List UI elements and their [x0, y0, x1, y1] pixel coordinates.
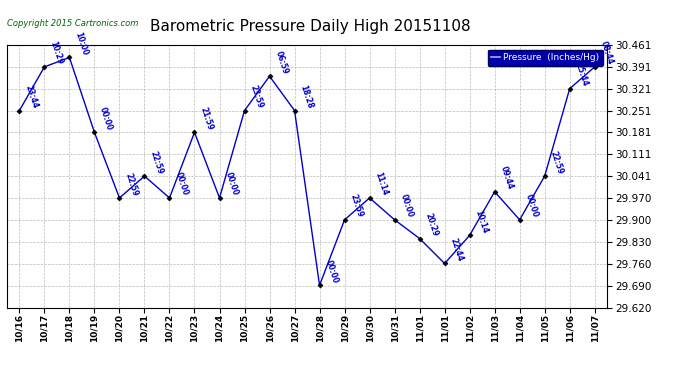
- Text: 18:28: 18:28: [298, 84, 315, 110]
- Text: 00:00: 00:00: [398, 193, 415, 219]
- Text: 00:00: 00:00: [173, 171, 189, 197]
- Text: 23:59: 23:59: [348, 193, 364, 219]
- Text: 20:29: 20:29: [424, 212, 440, 238]
- Text: 00:00: 00:00: [324, 259, 339, 284]
- Text: 25:44: 25:44: [573, 62, 589, 88]
- Text: 10:00: 10:00: [73, 31, 89, 57]
- Text: 21:59: 21:59: [198, 106, 214, 132]
- Text: 22:59: 22:59: [148, 150, 164, 175]
- Text: 00:00: 00:00: [224, 171, 239, 197]
- Legend: Pressure  (Inches/Hg): Pressure (Inches/Hg): [488, 50, 602, 66]
- Text: 11:14: 11:14: [373, 171, 389, 197]
- Text: 22:44: 22:44: [448, 237, 464, 262]
- Text: 00:00: 00:00: [98, 106, 115, 132]
- Text: 08:44: 08:44: [598, 40, 615, 66]
- Text: 09:44: 09:44: [498, 165, 515, 191]
- Text: 23:44: 23:44: [23, 84, 39, 110]
- Text: 10:29: 10:29: [48, 40, 64, 66]
- Text: 06:59: 06:59: [273, 50, 289, 75]
- Text: Barometric Pressure Daily High 20151108: Barometric Pressure Daily High 20151108: [150, 19, 471, 34]
- Text: Copyright 2015 Cartronics.com: Copyright 2015 Cartronics.com: [7, 19, 138, 28]
- Text: 22:59: 22:59: [549, 150, 564, 175]
- Text: 22:59: 22:59: [124, 171, 139, 197]
- Text: 10:14: 10:14: [473, 209, 489, 234]
- Text: 23:59: 23:59: [248, 84, 264, 110]
- Text: 00:00: 00:00: [524, 193, 540, 219]
